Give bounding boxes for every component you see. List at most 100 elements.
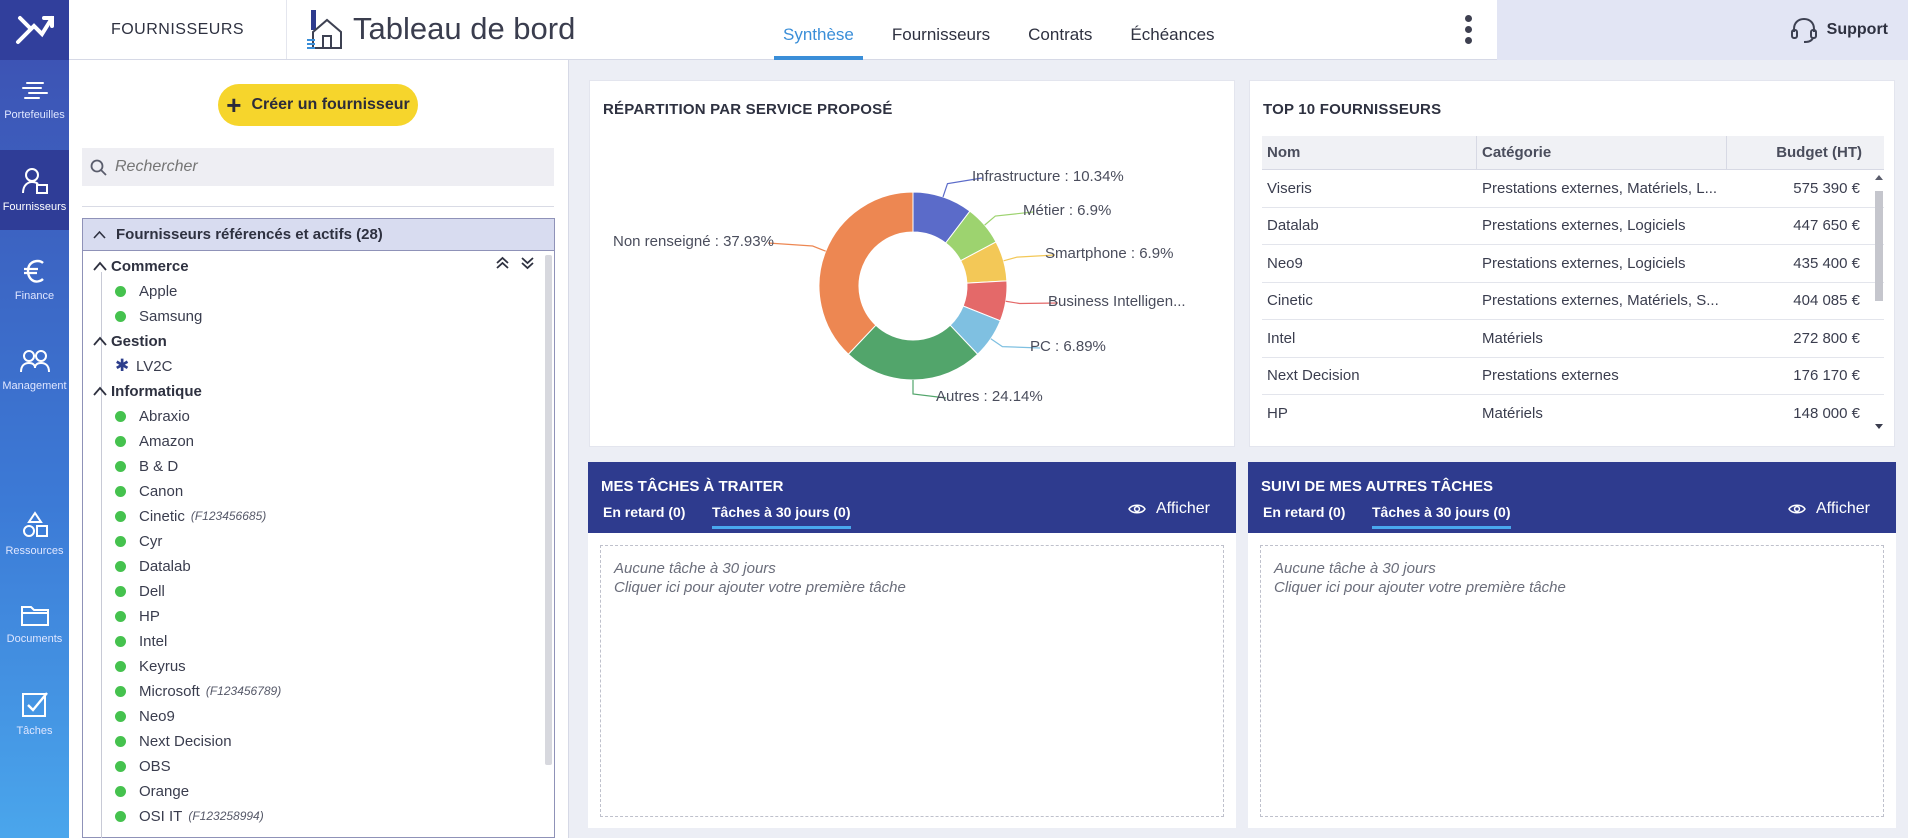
table-row[interactable]: Neo9 Prestations externes, Logiciels 435…	[1262, 245, 1884, 283]
supplier-item[interactable]: HP	[115, 604, 160, 628]
supplier-code: (F123258994)	[188, 809, 264, 823]
supplier-item[interactable]: Keyrus	[115, 654, 186, 678]
supplier-item[interactable]: ✱ LV2C	[115, 354, 172, 378]
rail-label: Documents	[6, 633, 63, 645]
supplier-item[interactable]: Cyr	[115, 529, 162, 553]
tab-contrats[interactable]: Contrats	[1028, 25, 1093, 44]
expand-all-icon[interactable]	[521, 256, 534, 270]
supplier-item[interactable]: Datalab	[115, 554, 191, 578]
support-button[interactable]: Support	[1789, 15, 1888, 45]
supplier-code: (F123456685)	[190, 509, 267, 523]
supplier-item[interactable]: B & D	[115, 454, 178, 478]
rail-item-management[interactable]: Management	[0, 330, 69, 410]
supplier-item[interactable]: Samsung	[115, 304, 202, 328]
pie-slice-non-renseigne[interactable]	[818, 191, 914, 355]
search-icon	[90, 159, 107, 176]
supplier-item[interactable]: Abraxio	[115, 404, 190, 428]
category-gestion[interactable]: Gestion	[93, 329, 167, 353]
search-input[interactable]	[115, 158, 535, 176]
tab-late-tasks[interactable]: En retard (0)	[603, 504, 686, 520]
tree-scrollbar[interactable]	[545, 255, 552, 765]
rail-item-taches[interactable]: Tâches	[0, 673, 69, 753]
group-header[interactable]: Fournisseurs référencés et actifs (28)	[83, 219, 554, 251]
scroll-down-icon[interactable]	[1874, 423, 1884, 431]
column-header-budget[interactable]: Budget (HT)	[1776, 144, 1862, 161]
tab-synthese[interactable]: Synthèse	[764, 0, 873, 60]
folder-icon	[20, 606, 49, 626]
cell-categorie: Prestations externes, Matériels, L...	[1482, 179, 1718, 197]
category-commerce[interactable]: Commerce	[93, 254, 189, 278]
top10-table: Nom Catégorie Budget (HT) Viseris Presta…	[1262, 136, 1884, 433]
table-scrollbar[interactable]	[1874, 171, 1884, 433]
supplier-name: Microsoft	[139, 682, 200, 700]
active-status-dot	[115, 685, 126, 697]
cell-nom: Cinetic	[1267, 292, 1313, 310]
category-label: Gestion	[111, 332, 167, 350]
tab-30-day-tasks[interactable]: Tâches à 30 jours (0)	[1372, 504, 1511, 529]
table-row[interactable]: Viseris Prestations externes, Matériels,…	[1262, 170, 1884, 208]
service-donut-chart	[767, 177, 1059, 399]
top-bar: FOURNISSEURS Tableau de bord Synthèse Fo…	[69, 0, 1908, 60]
active-status-dot	[115, 660, 126, 672]
add-first-task-link[interactable]: Cliquer ici pour ajouter votre première …	[1274, 579, 1566, 596]
supplier-item[interactable]: Next Decision	[115, 729, 232, 753]
cell-nom: Next Decision	[1267, 367, 1360, 385]
rail-item-documents[interactable]: Documents	[0, 584, 69, 664]
rail-item-ressources[interactable]: Ressources	[0, 494, 69, 574]
supplier-item[interactable]: Amazon	[115, 429, 194, 453]
create-supplier-button[interactable]: + Créer un fournisseur	[218, 84, 418, 126]
supplier-name: Dell	[139, 582, 165, 600]
pie-label-non-renseigne: Non renseigné : 37.93%	[613, 233, 774, 250]
tab-echeances[interactable]: Échéances	[1130, 25, 1215, 44]
collapse-all-icon[interactable]	[496, 256, 509, 270]
pie-leader-line	[984, 211, 1034, 226]
category-informatique[interactable]: Informatique	[93, 379, 202, 403]
cell-budget: 575 390 €	[1793, 179, 1860, 197]
table-header: Nom Catégorie Budget (HT)	[1262, 136, 1884, 170]
cell-categorie: Prestations externes, Logiciels	[1482, 254, 1686, 272]
task-card-header: MES TÂCHES À TRAITER En retard (0) Tâche…	[588, 462, 1236, 533]
task-card-title: SUIVI DE MES AUTRES TÂCHES	[1261, 478, 1493, 495]
tab-30-day-tasks[interactable]: Tâches à 30 jours (0)	[712, 504, 851, 529]
tab-fournisseurs[interactable]: Fournisseurs	[891, 25, 991, 44]
active-status-dot	[115, 310, 126, 322]
add-first-task-link[interactable]: Cliquer ici pour ajouter votre première …	[614, 579, 906, 596]
column-header-nom[interactable]: Nom	[1262, 136, 1477, 169]
dashboard-home-icon	[307, 10, 342, 49]
app-logo[interactable]	[0, 0, 69, 60]
rail-item-fournisseurs[interactable]: Fournisseurs	[0, 150, 69, 230]
table-row[interactable]: HP Matériels 148 000 €	[1262, 395, 1884, 433]
other-tasks-card: SUIVI DE MES AUTRES TÂCHES En retard (0)…	[1248, 462, 1896, 828]
empty-tasks-dropzone[interactable]: Aucune tâche à 30 jours Cliquer ici pour…	[600, 545, 1224, 817]
supplier-item[interactable]: Intel	[115, 629, 167, 653]
tab-late-tasks[interactable]: En retard (0)	[1263, 504, 1346, 520]
scroll-up-icon[interactable]	[1874, 173, 1884, 181]
supplier-item[interactable]: Cinetic (F123456685)	[115, 504, 266, 528]
active-status-dot	[115, 510, 126, 522]
table-row[interactable]: Next Decision Prestations externes 176 1…	[1262, 358, 1884, 395]
rail-item-portefeuilles[interactable]: Portefeuilles	[0, 60, 69, 140]
supplier-item[interactable]: Orange	[115, 779, 189, 803]
rail-item-finance[interactable]: Finance	[0, 240, 69, 320]
supplier-item[interactable]: Canon	[115, 479, 183, 503]
supplier-item[interactable]: OBS	[115, 754, 171, 778]
table-row[interactable]: Cinetic Prestations externes, Matériels,…	[1262, 283, 1884, 320]
scroll-thumb[interactable]	[1875, 191, 1883, 301]
show-tasks-button[interactable]: Afficher	[1788, 500, 1870, 518]
supplier-item[interactable]: Neo9	[115, 704, 175, 728]
pie-label-pc: PC : 6.89%	[1030, 338, 1106, 355]
supplier-name: HP	[139, 607, 160, 625]
supplier-name: Intel	[139, 632, 168, 650]
supplier-name: Datalab	[139, 557, 191, 575]
supplier-item[interactable]: Microsoft (F123456789)	[115, 679, 281, 703]
column-header-categorie[interactable]: Catégorie	[1477, 136, 1727, 169]
empty-tasks-dropzone[interactable]: Aucune tâche à 30 jours Cliquer ici pour…	[1260, 545, 1884, 817]
supplier-item[interactable]: OSI IT (F123258994)	[115, 804, 264, 828]
table-row[interactable]: Datalab Prestations externes, Logiciels …	[1262, 208, 1884, 245]
supplier-item[interactable]: Apple	[115, 279, 177, 303]
supplier-name: Amazon	[139, 432, 195, 450]
table-row[interactable]: Intel Matériels 272 800 €	[1262, 320, 1884, 358]
show-tasks-button[interactable]: Afficher	[1128, 500, 1210, 518]
supplier-item[interactable]: Dell	[115, 579, 165, 603]
more-menu-icon[interactable]	[1462, 15, 1474, 49]
